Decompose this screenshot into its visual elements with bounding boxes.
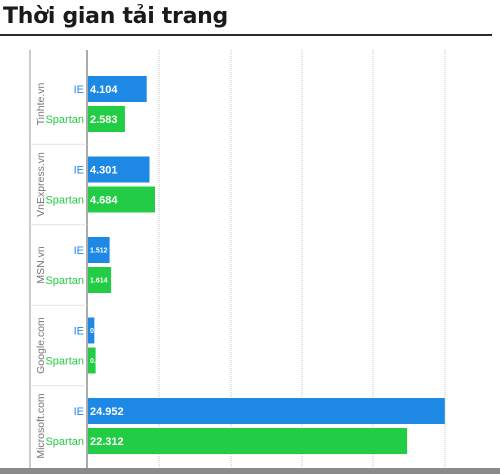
title-underline — [0, 34, 492, 36]
data-label: 4.104 — [90, 84, 118, 96]
bar-ie — [88, 237, 110, 263]
series-label-spartan: Spartan — [45, 436, 84, 448]
category-label: Google.com — [35, 317, 47, 374]
series-label-ie: IE — [74, 326, 84, 338]
category-label: VnExpress.vn — [35, 152, 47, 217]
bar-spartan — [88, 428, 408, 454]
labels: Tinhte.vn IE 4.104 Spartan 2.583 VnExpress.vn… — [35, 82, 124, 458]
category-label: Microsoft.com — [35, 393, 47, 459]
bottom-strip — [0, 468, 500, 474]
series-label-ie: IE — [74, 245, 84, 257]
axes — [29, 50, 88, 468]
series-label-ie: IE — [74, 84, 84, 96]
bar-ie — [88, 317, 95, 344]
series-label-spartan: Spartan — [45, 195, 84, 207]
bar-spartan — [88, 186, 155, 213]
series-label-spartan: Spartan — [45, 356, 84, 368]
data-label: 4.684 — [90, 194, 118, 206]
bar-ie — [88, 398, 445, 424]
bar-spartan — [88, 106, 125, 132]
series-label-spartan: Spartan — [45, 275, 84, 287]
data-label: 0.444 — [90, 328, 108, 335]
bars — [88, 76, 445, 454]
bar-spartan — [88, 267, 112, 293]
data-label: 0.532 — [90, 358, 108, 365]
data-label: 24.952 — [90, 406, 124, 418]
bar-ie — [88, 76, 147, 102]
series-label-ie: IE — [74, 165, 84, 177]
data-label: 1.512 — [90, 248, 108, 255]
data-label: 22.312 — [90, 436, 124, 448]
series-label-ie: IE — [74, 406, 84, 418]
bar-ie — [88, 156, 150, 183]
page-title: Thời gian tải trang — [3, 4, 228, 29]
data-label: 2.583 — [90, 114, 118, 126]
bar-spartan — [88, 347, 96, 374]
category-label: Tinhte.vn — [35, 82, 47, 125]
data-label: 1.614 — [90, 278, 108, 285]
data-label: 4.301 — [90, 164, 118, 176]
category-label: MSN.vn — [35, 246, 47, 284]
series-label-spartan: Spartan — [45, 114, 84, 126]
